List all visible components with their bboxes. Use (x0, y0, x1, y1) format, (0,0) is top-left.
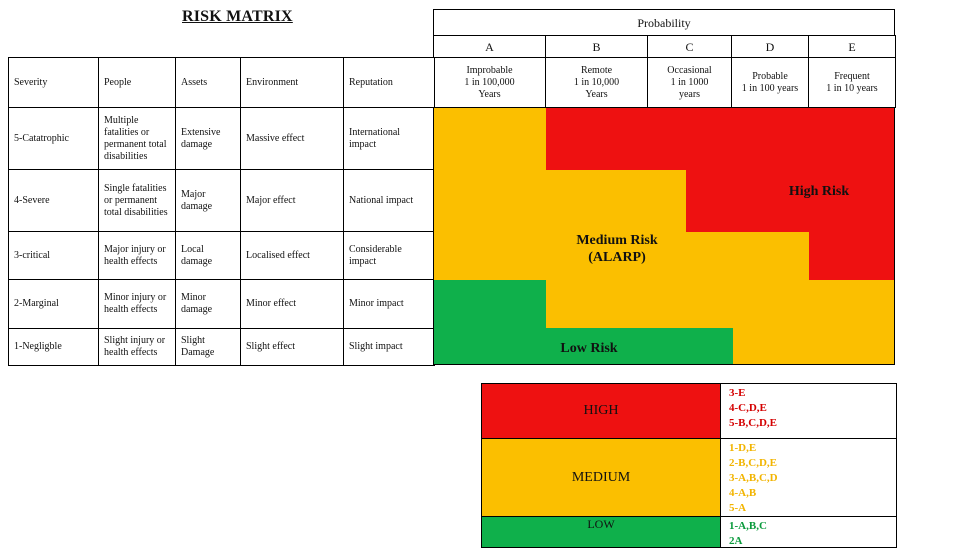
table-cell: Major damage (175, 169, 241, 232)
legend-medium-item: 3-A,B,C,D (729, 472, 778, 484)
header-environment: Environment (240, 57, 344, 108)
legend-high-list: 3-E 4-C,D,E 5-B,C,D,E (720, 383, 897, 439)
high-risk-zone (546, 108, 894, 280)
table-cell: National impact (343, 169, 435, 232)
probability-letter-e: E (808, 35, 896, 58)
legend-medium-label: MEDIUM (571, 469, 631, 485)
probability-letter-c: C (647, 35, 732, 58)
probability-description-d: Probable 1 in 100 years (731, 57, 809, 108)
legend-high-label: HIGH (583, 403, 619, 418)
medium-risk-label: Medium Risk (ALARP) (576, 233, 658, 265)
legend-high-item: 5-B,C,D,E (729, 417, 777, 429)
risk-matrix: High Risk Medium Risk (ALARP) Low Risk (433, 107, 895, 365)
table-cell: 2-Marginal (8, 279, 99, 329)
probability-letter-b: B (545, 35, 648, 58)
risk-zones (434, 108, 894, 364)
header-reputation: Reputation (343, 57, 435, 108)
page-title: RISK MATRIX (182, 8, 293, 25)
legend-medium-item: 5-A (729, 502, 747, 514)
table-cell: Considerable impact (343, 231, 435, 280)
high-risk-label: High Risk (788, 184, 850, 199)
probability-description-c: Occasional 1 in 1000 years (647, 57, 732, 108)
table-cell: 3-critical (8, 231, 99, 280)
legend-low-label: LOW (587, 517, 615, 531)
table-cell: 5-Catatrophic (8, 107, 99, 170)
legend-medium-item: 1-D,E (729, 442, 757, 454)
legend-low-list: 1-A,B,C 2A (720, 516, 897, 548)
table-cell: Slight Damage (175, 328, 241, 366)
legend-low-box: LOW (481, 516, 721, 548)
legend-low-item: 1-A,B,C (729, 520, 767, 532)
legend-medium-box: MEDIUM (481, 438, 721, 517)
low-risk-zone (434, 280, 733, 364)
legend-high-item: 4-C,D,E (729, 402, 767, 414)
legend-high-box: HIGH (481, 383, 721, 439)
header-severity: Severity (8, 57, 99, 108)
legend-medium-list: 1-D,E 2-B,C,D,E 3-A,B,C,D 4-A,B 5-A (720, 438, 897, 517)
table-cell: Slight effect (240, 328, 344, 366)
table-cell: Minor injury or health effects (98, 279, 176, 329)
table-cell: International impact (343, 107, 435, 170)
low-risk-label: Low Risk (560, 341, 618, 356)
probability-description-b: Remote 1 in 10,000 Years (545, 57, 648, 108)
header-assets: Assets (175, 57, 241, 108)
legend-high-item: 3-E (729, 387, 746, 399)
table-cell: Extensive damage (175, 107, 241, 170)
table-cell: Major effect (240, 169, 344, 232)
table-cell: Minor effect (240, 279, 344, 329)
table-cell: Minor damage (175, 279, 241, 329)
table-cell: Local damage (175, 231, 241, 280)
probability-description-e: Frequent 1 in 10 years (808, 57, 896, 108)
header-people: People (98, 57, 176, 108)
table-cell: 4-Severe (8, 169, 99, 232)
legend-medium-item: 2-B,C,D,E (729, 457, 777, 469)
probability-letter-d: D (731, 35, 809, 58)
table-cell: Slight impact (343, 328, 435, 366)
probability-header: Probability (433, 9, 895, 36)
table-cell: Major injury or health effects (98, 231, 176, 280)
table-cell: Multiple fatalities or permanent total d… (98, 107, 176, 170)
probability-letter-a: A (433, 35, 546, 58)
table-cell: 1-Negligble (8, 328, 99, 366)
table-cell: Single fatalities or permanent total dis… (98, 169, 176, 232)
legend-low-item: 2A (729, 535, 743, 547)
legend-medium-item: 4-A,B (729, 487, 757, 499)
probability-description-a: Improbable 1 in 100,000 Years (433, 57, 546, 108)
table-cell: Slight injury or health effects (98, 328, 176, 366)
table-cell: Localised effect (240, 231, 344, 280)
table-cell: Minor impact (343, 279, 435, 329)
table-cell: Massive effect (240, 107, 344, 170)
